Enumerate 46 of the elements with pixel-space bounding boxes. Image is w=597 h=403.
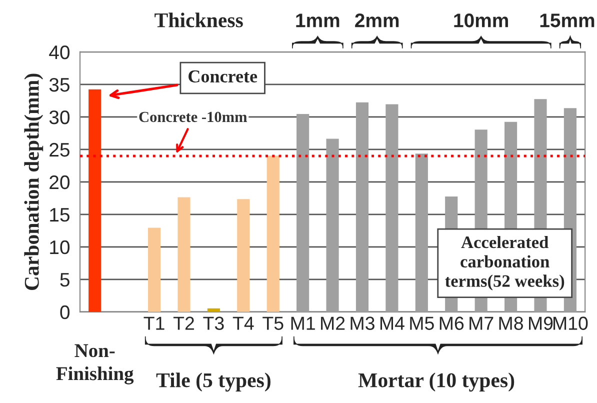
text: Tile (5 types) [156,372,270,392]
text: 10mm [454,14,508,28]
bar [148,228,161,312]
x-tick-label: T4 [232,316,254,330]
bar [415,154,428,312]
bar [266,156,280,312]
y-tick-label: 35 [49,78,70,92]
x-tick-label: M2 [321,316,345,330]
y-tick-label: 25 [50,142,70,157]
x-tick-label: Non- Finishing [56,344,134,384]
bar [326,138,339,312]
text: Thickness [154,12,243,28]
bar [386,104,398,312]
bar [237,199,250,312]
text: 15mm [540,14,594,28]
legend-label: Concrete -10mm [139,112,248,122]
annotation: Concrete [188,70,258,82]
annotation: Accelerated carbonation terms(52 weeks) [445,236,564,290]
bar [88,89,102,312]
x-tick-label: M10 [554,316,588,330]
x-tick-label: T3 [203,316,224,330]
y-tick-label: 0 [60,305,70,320]
y-axis-title: Carbonation depth(mm) [24,74,44,290]
y-tick-label: 10 [50,240,70,254]
y-tick-label: 40 [49,45,70,60]
x-tick-label: M9 [529,316,553,330]
x-tick-label: T1 [144,316,164,330]
y-tick-label: 30 [49,110,70,124]
y-tick-label: 20 [50,175,70,190]
x-tick-label: M3 [350,316,374,330]
x-tick-label: M8 [499,316,523,330]
bar [356,102,369,312]
x-tick-label: M7 [470,316,494,330]
x-tick-label: T2 [173,316,194,330]
text: 2mm [355,14,399,28]
y-tick-label: 15 [50,208,70,222]
x-tick-label: M4 [380,316,404,330]
x-tick-label: M6 [440,316,464,330]
bar [178,197,190,312]
x-tick-label: M5 [410,316,434,330]
x-tick-label: T5 [262,316,284,330]
text: Mortar (10 types) [358,372,514,392]
x-tick-label: M1 [291,316,315,330]
y-tick-label: 5 [60,273,70,287]
text: 1mm [296,14,340,28]
bar [296,114,310,312]
